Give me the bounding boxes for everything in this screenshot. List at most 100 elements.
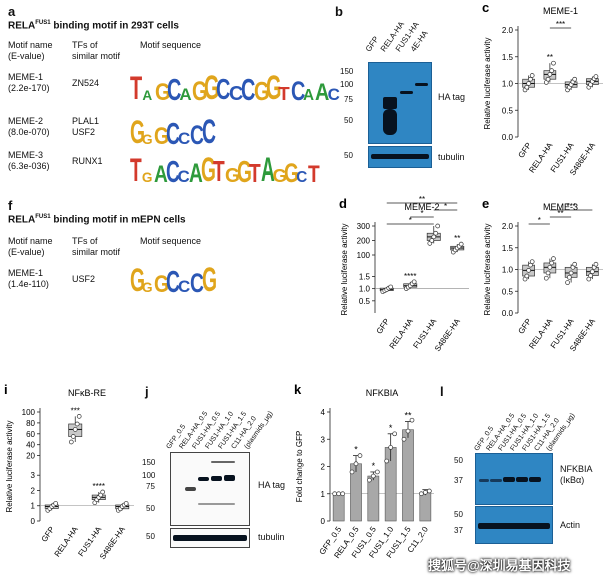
motif-letter: T [278,83,290,105]
mw-marker: 50 [344,116,353,125]
significance-mark: * [538,216,541,225]
data-point [353,461,359,467]
data-point [593,74,599,79]
tfs-2: USF2 [72,127,96,137]
y-tick-label: 1 [31,502,36,511]
data-point [72,427,78,432]
motif-letter: C [178,129,191,149]
data-point [411,279,417,285]
panel-a-label: a [8,4,16,19]
y-tick-label: 1.5 [359,272,371,281]
blot-band [490,479,502,482]
chart-c: c MEME-1 Relative luciferase activity 0.0 0.… [482,0,603,177]
blot-band [529,477,541,482]
motif-letter: A [302,86,314,104]
chart-title: NFκB-RE [68,388,106,398]
data-point [422,490,428,495]
data-point [529,73,535,78]
y-tick-label: 200 [357,237,371,246]
data-point [526,81,531,86]
blot-band [198,477,209,481]
chart-title: MEME-2 [404,202,439,212]
y-tick-label: 3 [321,435,326,444]
meme-row-evalue: (6.3e-036) [8,161,50,171]
significance-mark: ** [547,53,553,62]
blot-band [400,91,413,94]
y-axis-label: Fold change to GFP [295,431,304,503]
x-tick-label: GFP [516,317,533,336]
y-tick-label: 4 [321,408,326,417]
data-point [551,60,556,66]
significance-mark: ** [404,411,412,421]
motif-letter: G [191,75,208,107]
significance-mark: * [372,461,376,471]
panel-f-col-seq: Motif sequence [140,236,202,246]
motif-letter: T [308,160,320,188]
col-tfs: TFs of [72,236,98,246]
motif-letter: G [141,170,153,186]
bar [402,429,414,522]
panel-b-label: b [335,4,343,19]
chart-title: NFKBIA [366,388,399,398]
motif-letter: T [130,152,142,189]
data-point [357,453,363,458]
y-axis-label: Relative luciferase activity [483,223,492,315]
panel-a-col-tfs: TFs of similar motif [72,40,120,62]
data-point [76,414,82,419]
panel-l-label: l [440,384,444,399]
data-point [366,477,372,483]
blot-label-actin: Actin [560,520,581,530]
data-point [565,280,570,285]
mw-marker: 100 [142,471,156,480]
panel-f-title-rest: binding motif in mEPN cells [50,214,186,226]
mw-marker: 50 [454,456,463,465]
data-point [429,238,435,243]
blot-band [211,476,222,481]
col-tfs-2: similar motif [72,247,121,257]
significance-mark: **** [404,272,416,281]
data-point [545,76,551,82]
y-tick-label: 0.5 [359,297,371,306]
meme-row-1-tfs: ZN524 [72,78,100,88]
motif-letter: A [189,157,204,189]
col-tfs-2: similar motif [72,51,121,61]
motif-letter: C [178,277,191,297]
data-point [524,273,530,279]
data-point [551,256,556,261]
blot-band [383,97,397,109]
blot-band [516,477,528,482]
mw-marker: 50 [146,504,155,513]
panel-a-title-main: RELA [8,20,36,32]
motif-letter: G [236,154,252,189]
motif-letter: T [130,70,143,107]
col-motif-name: Motif name [8,236,53,246]
panel-f-title: RELAFUS1 binding motif in mEPN cells [8,214,186,225]
data-point [549,68,555,74]
y-tick-label: 2 [321,463,326,472]
motif-letter: G [272,165,288,187]
meme-f-row-1-tfs: USF2 [72,274,96,284]
data-point [123,501,129,506]
y-tick-label: 60 [26,430,35,439]
motif-letter: G [154,270,170,298]
blot-band [415,83,428,86]
data-point [388,445,394,450]
nfkbia-label: NFKBIA [560,464,593,474]
blot-band [211,461,235,463]
motif-letter: G [284,157,300,189]
data-point [392,431,398,437]
motif-letter: C [290,75,305,107]
panel-label: k [294,382,302,397]
y-tick-label: 1 [321,490,326,499]
data-point [426,488,432,494]
data-point [53,501,59,506]
blot-band [173,535,247,541]
meme-row-name: MEME-3 [8,150,44,160]
y-tick-label: 2.0 [502,26,514,35]
blot-band [503,477,515,482]
y-axis-label: Relative luciferase activity [5,420,14,512]
y-tick-label: 0.0 [502,309,514,318]
data-point [588,273,593,278]
